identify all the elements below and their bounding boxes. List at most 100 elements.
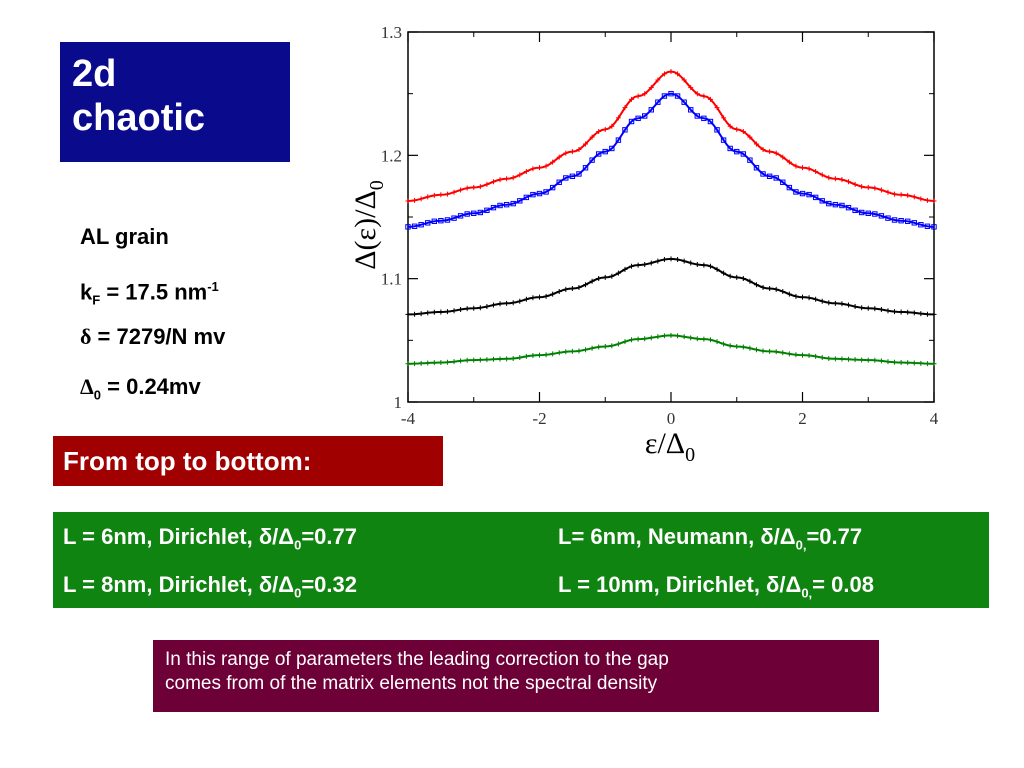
series-3-marker: [523, 296, 529, 302]
series-1-marker: [714, 105, 720, 111]
series-2-marker: [668, 90, 674, 97]
series-1-marker: [826, 175, 832, 181]
series-4-marker: [471, 357, 477, 363]
series-3-marker: [688, 260, 694, 266]
series-4-marker: [477, 357, 483, 363]
series-3-marker: [609, 273, 615, 279]
series-1-marker: [865, 184, 871, 190]
series-2-marker: [490, 204, 497, 211]
param-delta0: Δ0 = 0.24mv: [80, 372, 225, 422]
legend-entry-2-prefix: L= 6nm, Neumann, δ/Δ: [558, 524, 796, 549]
series-4-marker: [405, 361, 411, 367]
x-tick-label: 0: [667, 409, 676, 428]
series-4-marker: [517, 355, 523, 361]
series-3-marker: [490, 302, 496, 308]
series-2-marker: [931, 224, 937, 230]
series-1-marker: [451, 189, 457, 195]
series-3-marker: [753, 282, 759, 288]
series-3-marker: [438, 309, 444, 315]
series-1-marker: [734, 126, 740, 132]
series-4-marker: [576, 348, 582, 354]
legend-entry-1-prefix: L = 6nm, Dirichlet, δ/Δ: [63, 524, 295, 549]
series-2-marker: [773, 175, 779, 181]
series-2-marker: [517, 198, 523, 204]
parameters-list: AL grain kF = 17.5 nm-1 δ = 7279/N mv Δ0…: [80, 222, 225, 422]
legend-entry-1-value: =0.77: [301, 524, 357, 549]
series-2-marker: [477, 209, 484, 216]
series-2-marker: [503, 201, 510, 208]
series-1-marker: [609, 123, 615, 129]
series-2-marker: [635, 115, 641, 122]
series-1-marker: [569, 149, 575, 155]
series-2-marker: [694, 113, 701, 119]
param-delta0-value: = 0.24mv: [101, 374, 201, 399]
series-3-marker: [786, 291, 792, 297]
series-3-marker: [425, 310, 431, 316]
order-heading-text: From top to bottom:: [63, 446, 312, 476]
series-2-marker: [576, 171, 582, 177]
series-4-marker: [418, 360, 424, 366]
series-4-marker: [905, 360, 911, 366]
series-2-marker: [905, 218, 911, 224]
series-1-marker: [852, 181, 858, 187]
series-4-marker: [852, 357, 858, 363]
series-2-marker: [622, 127, 628, 133]
title-line-2: chaotic: [72, 97, 206, 139]
series-4-marker: [740, 344, 746, 350]
series-3-marker: [780, 289, 786, 295]
series-4-marker: [918, 360, 924, 366]
param-delta: δ = 7279/N mv: [80, 322, 225, 372]
series-1-marker: [780, 154, 786, 160]
y-axis-title-sub: 0: [366, 180, 388, 190]
series-4-marker: [707, 337, 713, 343]
series-3-marker: [635, 262, 641, 268]
series-1-marker: [727, 123, 733, 129]
series-2-marker: [556, 179, 562, 185]
series-2-marker: [891, 217, 898, 223]
series-1-marker: [484, 181, 490, 187]
legend-entry-4-value: = 0.08: [812, 572, 874, 597]
series-1-marker: [583, 141, 589, 147]
series-4-marker: [688, 335, 694, 341]
param-delta0-sub: 0: [93, 387, 102, 403]
series-1-marker: [602, 126, 608, 132]
series-4-marker: [543, 352, 549, 358]
series-2-marker: [799, 190, 806, 197]
legend-entry-3: L = 8nm, Dirichlet, δ/Δ0=0.32: [63, 572, 357, 600]
series-2-marker: [536, 190, 543, 197]
series-4-marker: [786, 351, 792, 357]
legend-entry-4-sub: 0,: [801, 585, 813, 601]
series-3-marker: [898, 309, 904, 315]
series-4-marker: [622, 339, 628, 345]
series-3-marker: [800, 294, 805, 300]
series-1-marker: [405, 198, 411, 204]
series-3-marker: [471, 305, 477, 311]
series-2-marker: [510, 200, 516, 207]
series-2-marker: [786, 184, 793, 191]
series-1-marker: [675, 71, 681, 77]
series-4-marker: [701, 336, 707, 342]
series-3-marker: [569, 286, 575, 292]
series-4-marker: [898, 360, 904, 366]
series-3-marker: [405, 311, 411, 317]
series-1-marker: [773, 150, 779, 156]
series-line-1: [407, 70, 935, 202]
series-2-marker: [806, 191, 812, 198]
series-1-marker: [490, 179, 496, 185]
series-4-marker: [530, 352, 536, 358]
series-4-marker: [793, 352, 799, 358]
series-1-marker: [668, 68, 674, 74]
series-3-marker: [740, 275, 746, 281]
series-3-marker: [589, 278, 595, 284]
series-1-marker: [622, 105, 628, 111]
series-1-marker: [878, 187, 884, 193]
series-2-marker: [543, 189, 549, 195]
series-2-marker: [753, 165, 760, 171]
series-3-marker: [734, 274, 740, 280]
series-3-marker: [615, 270, 621, 276]
series-1-marker: [740, 129, 746, 135]
series-4-marker: [767, 348, 773, 354]
series-1-marker: [931, 198, 937, 204]
series-1-marker: [412, 197, 418, 203]
x-tick-label: -2: [532, 409, 546, 428]
